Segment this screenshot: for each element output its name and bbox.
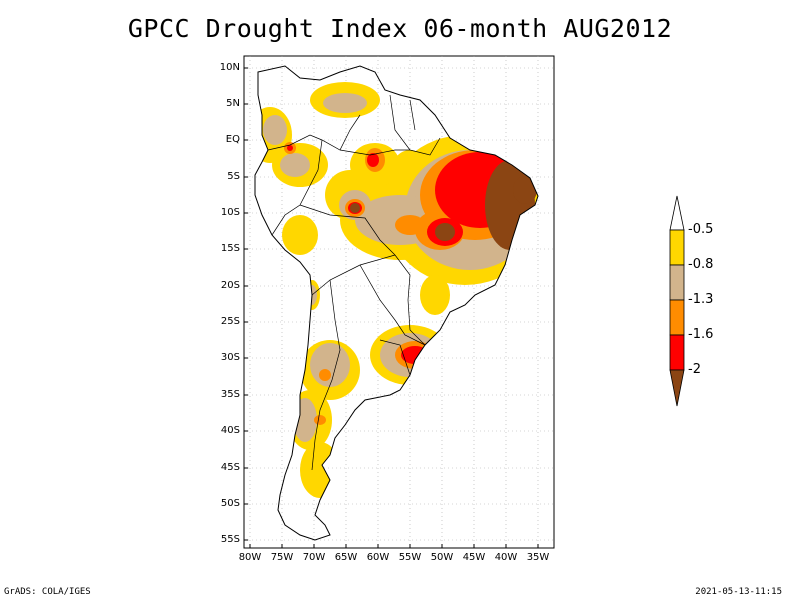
legend-label-neg1-6: -1.6 — [688, 327, 714, 342]
lat-label-eq: EQ — [225, 134, 240, 145]
drought-shading — [255, 82, 538, 498]
colorbar-bottom-cap — [669, 369, 685, 407]
lat-label-50s: 50S — [220, 498, 240, 509]
footer-credit: GrADS: COLA/IGES — [4, 587, 91, 597]
lat-label-15s: 15S — [220, 243, 240, 254]
lon-label-65w: 65W — [334, 552, 358, 563]
lat-label-20s: 20S — [220, 280, 240, 291]
lon-label-80w: 80W — [238, 552, 262, 563]
map-title: GPCC Drought Index 06-month AUG2012 — [127, 14, 673, 43]
country-borders — [267, 94, 441, 471]
map-frame — [243, 55, 555, 549]
lon-label-50w: 50W — [430, 552, 454, 563]
lat-label-35s: 35S — [220, 389, 240, 400]
legend-label-neg0-8: -0.8 — [688, 257, 714, 272]
legend-label-neg1-3: -1.3 — [688, 292, 714, 307]
coastline — [254, 65, 539, 541]
colorbar — [669, 195, 685, 407]
colorbar-swatch-yellow — [669, 229, 685, 266]
colorbar-top-cap — [669, 195, 685, 231]
legend-label-neg0-5: -0.5 — [688, 222, 714, 237]
lat-label-10s: 10S — [220, 207, 240, 218]
lat-label-25s: 25S — [220, 316, 240, 327]
lon-label-35w: 35W — [526, 552, 550, 563]
colorbar-swatch-red — [669, 334, 685, 371]
axis-ticks — [244, 67, 539, 548]
lat-label-45s: 45S — [220, 462, 240, 473]
lon-label-55w: 55W — [398, 552, 422, 563]
colorbar-swatch-tan — [669, 264, 685, 301]
lat-label-10n: 10N — [219, 62, 240, 73]
colorbar-swatch-orange — [669, 299, 685, 336]
lon-label-75w: 75W — [270, 552, 294, 563]
lat-label-5n: 5N — [226, 98, 240, 109]
lat-label-40s: 40S — [220, 425, 240, 436]
lon-label-70w: 70W — [302, 552, 326, 563]
lat-label-5s: 5S — [227, 171, 240, 182]
lon-label-45w: 45W — [462, 552, 486, 563]
lat-label-55s: 55S — [220, 534, 240, 545]
legend-label-neg2: -2 — [688, 362, 701, 377]
footer-timestamp: 2021-05-13-11:15 — [695, 587, 782, 597]
lon-label-60w: 60W — [366, 552, 390, 563]
lat-label-30s: 30S — [220, 352, 240, 363]
lon-label-40w: 40W — [494, 552, 518, 563]
